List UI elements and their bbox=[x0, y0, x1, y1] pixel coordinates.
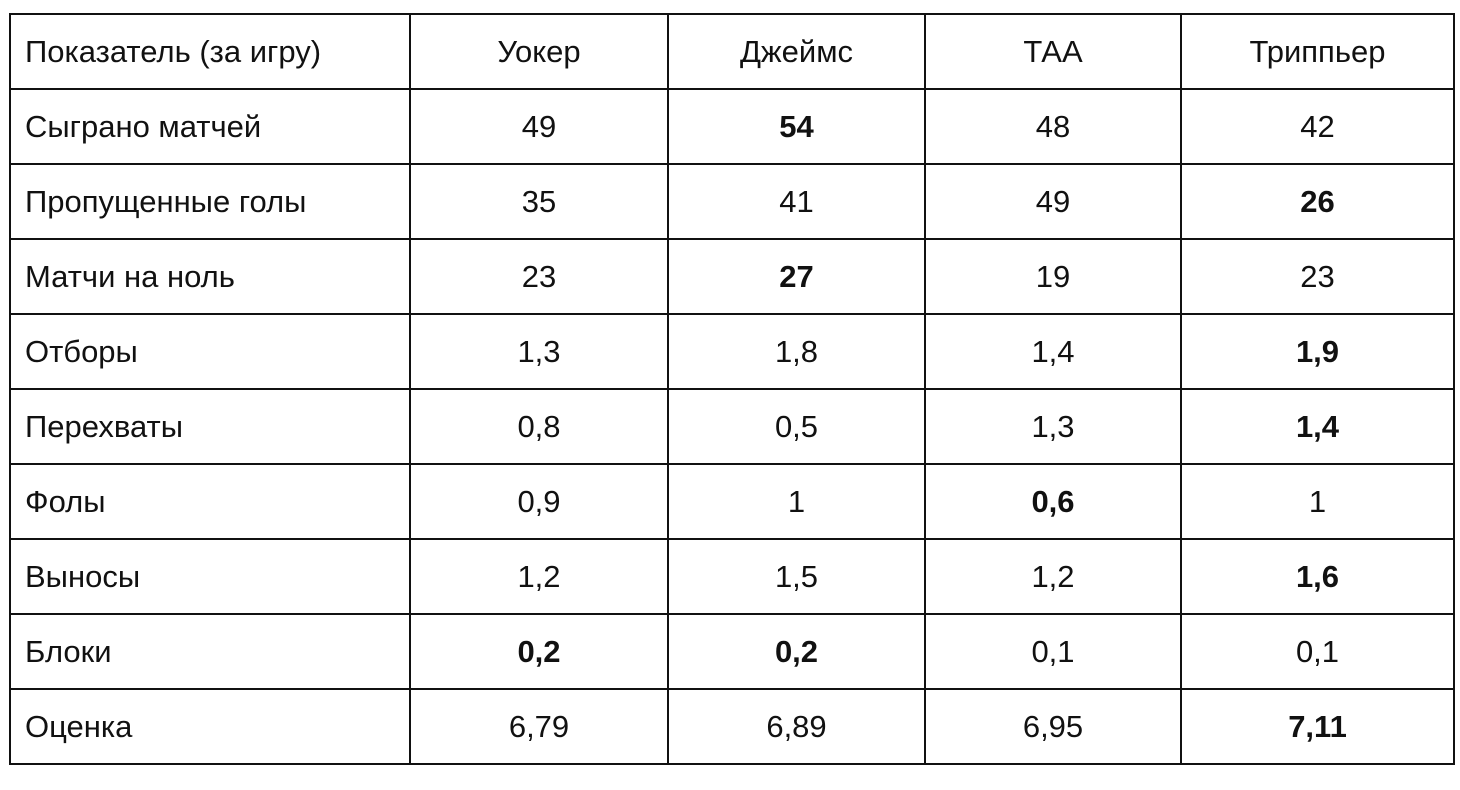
value-cell: 1,4 bbox=[1180, 388, 1455, 465]
value-cell: 0,8 bbox=[409, 388, 669, 465]
value-cell: 1 bbox=[1180, 463, 1455, 540]
value-cell: 0,1 bbox=[1180, 613, 1455, 690]
value-cell: 1,9 bbox=[1180, 313, 1455, 390]
table-row: Фолы 0,9 1 0,6 1 bbox=[9, 463, 1455, 540]
header-cell-trippier: Триппьер bbox=[1180, 13, 1455, 90]
row-label-cell: Пропущенные голы bbox=[9, 163, 411, 240]
stats-comparison-table: Показатель (за игру) Уокер Джеймс ТАА Тр… bbox=[9, 13, 1455, 765]
value-cell: 1,4 bbox=[924, 313, 1182, 390]
row-label-cell: Матчи на ноль bbox=[9, 238, 411, 315]
table-row: Отборы 1,3 1,8 1,4 1,9 bbox=[9, 313, 1455, 390]
header-cell-james: Джеймс bbox=[667, 13, 926, 90]
row-label-cell: Оценка bbox=[9, 688, 411, 765]
table-row: Перехваты 0,8 0,5 1,3 1,4 bbox=[9, 388, 1455, 465]
value-cell: 0,6 bbox=[924, 463, 1182, 540]
value-cell: 7,11 bbox=[1180, 688, 1455, 765]
value-cell: 6,95 bbox=[924, 688, 1182, 765]
row-label-cell: Фолы bbox=[9, 463, 411, 540]
value-cell: 1,8 bbox=[667, 313, 926, 390]
value-cell: 0,9 bbox=[409, 463, 669, 540]
row-label-cell: Выносы bbox=[9, 538, 411, 615]
value-cell: 6,89 bbox=[667, 688, 926, 765]
value-cell: 0,5 bbox=[667, 388, 926, 465]
value-cell: 23 bbox=[409, 238, 669, 315]
row-label-cell: Отборы bbox=[9, 313, 411, 390]
table-row: Сыграно матчей 49 54 48 42 bbox=[9, 88, 1455, 165]
value-cell: 27 bbox=[667, 238, 926, 315]
value-cell: 26 bbox=[1180, 163, 1455, 240]
header-cell-walker: Уокер bbox=[409, 13, 669, 90]
value-cell: 1,6 bbox=[1180, 538, 1455, 615]
value-cell: 49 bbox=[409, 88, 669, 165]
value-cell: 1,3 bbox=[924, 388, 1182, 465]
table-row: Выносы 1,2 1,5 1,2 1,6 bbox=[9, 538, 1455, 615]
table-row: Пропущенные голы 35 41 49 26 bbox=[9, 163, 1455, 240]
value-cell: 1,3 bbox=[409, 313, 669, 390]
value-cell: 54 bbox=[667, 88, 926, 165]
value-cell: 42 bbox=[1180, 88, 1455, 165]
value-cell: 1,2 bbox=[924, 538, 1182, 615]
value-cell: 0,1 bbox=[924, 613, 1182, 690]
value-cell: 23 bbox=[1180, 238, 1455, 315]
row-label-cell: Блоки bbox=[9, 613, 411, 690]
value-cell: 48 bbox=[924, 88, 1182, 165]
table-row: Оценка 6,79 6,89 6,95 7,11 bbox=[9, 688, 1455, 765]
value-cell: 0,2 bbox=[667, 613, 926, 690]
value-cell: 35 bbox=[409, 163, 669, 240]
value-cell: 1,5 bbox=[667, 538, 926, 615]
table-header-row: Показатель (за игру) Уокер Джеймс ТАА Тр… bbox=[9, 13, 1455, 90]
value-cell: 6,79 bbox=[409, 688, 669, 765]
row-label-cell: Перехваты bbox=[9, 388, 411, 465]
value-cell: 49 bbox=[924, 163, 1182, 240]
value-cell: 19 bbox=[924, 238, 1182, 315]
header-cell-metric: Показатель (за игру) bbox=[9, 13, 411, 90]
header-cell-taa: ТАА bbox=[924, 13, 1182, 90]
row-label-cell: Сыграно матчей bbox=[9, 88, 411, 165]
table-body: Показатель (за игру) Уокер Джеймс ТАА Тр… bbox=[9, 13, 1455, 765]
table-row: Блоки 0,2 0,2 0,1 0,1 bbox=[9, 613, 1455, 690]
value-cell: 41 bbox=[667, 163, 926, 240]
value-cell: 1,2 bbox=[409, 538, 669, 615]
value-cell: 1 bbox=[667, 463, 926, 540]
table-row: Матчи на ноль 23 27 19 23 bbox=[9, 238, 1455, 315]
value-cell: 0,2 bbox=[409, 613, 669, 690]
